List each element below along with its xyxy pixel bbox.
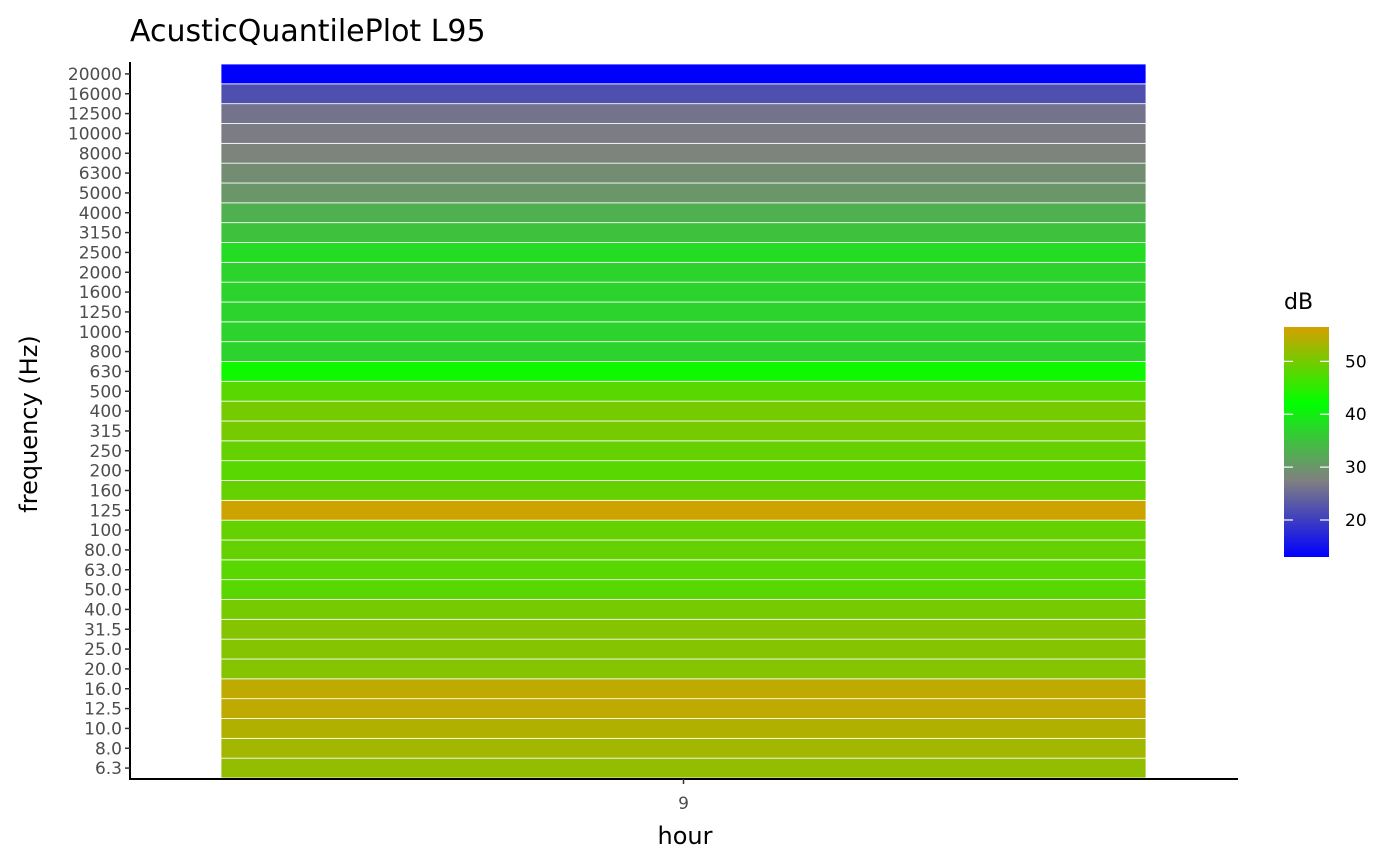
heatmap-tile <box>220 539 1147 561</box>
chart-title: AcusticQuantilePlot L95 <box>130 14 486 49</box>
y-tick-label: 10000 <box>68 124 122 144</box>
y-tick-label: 2000 <box>79 263 122 283</box>
y-tick-label: 4000 <box>79 204 122 224</box>
y-tick-label: 400 <box>90 402 122 422</box>
y-tick-label: 20.0 <box>84 660 122 680</box>
heatmap-tile <box>220 162 1147 184</box>
heatmap-tiles <box>220 63 1147 779</box>
y-tick-label: 630 <box>90 362 122 382</box>
legend-label: 40 <box>1345 405 1367 425</box>
y-tick-label: 25.0 <box>84 640 122 660</box>
heatmap-tile <box>220 480 1147 501</box>
x-axis-title: hour <box>658 822 713 850</box>
x-axis: 9 <box>129 778 1238 814</box>
y-tick-label: 250 <box>90 442 122 462</box>
y-tick-label: 40.0 <box>84 600 122 620</box>
heatmap-tile <box>220 341 1147 362</box>
y-tick-label: 125 <box>90 501 122 521</box>
heatmap-tile <box>220 400 1147 422</box>
heatmap-tile <box>220 123 1147 144</box>
legend-label: 30 <box>1345 458 1367 478</box>
x-tick-label: 9 <box>678 794 689 814</box>
y-tick-label: 16000 <box>68 85 122 105</box>
y-tick-label: 1250 <box>79 303 122 323</box>
heatmap-tile <box>220 460 1147 481</box>
heatmap-tile <box>220 519 1147 541</box>
y-tick-label: 10.0 <box>84 719 122 739</box>
heatmap-tile <box>220 440 1147 462</box>
y-tick-label: 800 <box>90 343 122 363</box>
heatmap-tile <box>220 678 1147 700</box>
heatmap-tile <box>220 599 1147 620</box>
y-tick-label: 315 <box>90 422 122 442</box>
heatmap-tile <box>220 380 1147 402</box>
heatmap-tile <box>220 142 1147 164</box>
y-tick-label: 8000 <box>79 144 122 164</box>
y-tick-label: 160 <box>90 481 122 501</box>
y-tick-label: 20000 <box>68 65 122 85</box>
heatmap-tile <box>220 261 1147 283</box>
y-tick-label: 6300 <box>79 164 122 184</box>
heatmap-tile <box>220 757 1147 779</box>
y-tick-label: 1000 <box>79 323 122 343</box>
legend-colorbar <box>1284 327 1329 557</box>
heatmap-tile <box>220 737 1147 759</box>
heatmap-tile <box>220 182 1147 204</box>
heatmap-tile <box>220 222 1147 243</box>
y-tick-label: 31.5 <box>84 620 122 640</box>
heatmap-tile <box>220 242 1147 263</box>
heatmap-tile <box>220 618 1147 640</box>
y-tick-label: 12500 <box>68 105 122 125</box>
heatmap-tile <box>220 361 1147 382</box>
heatmap-tile <box>220 202 1147 224</box>
y-tick-label: 8.0 <box>95 739 122 759</box>
y-tick-label: 5000 <box>79 184 122 204</box>
heatmap-tile <box>220 103 1147 124</box>
legend-label: 20 <box>1345 511 1367 531</box>
heatmap-tile <box>220 63 1147 85</box>
y-tick-label: 500 <box>90 382 122 402</box>
heatmap-tile <box>220 321 1147 343</box>
heatmap-tile <box>220 658 1147 680</box>
y-tick-label: 100 <box>90 521 122 541</box>
y-tick-label: 16.0 <box>84 680 122 700</box>
y-tick-label: 200 <box>90 462 122 482</box>
y-axis: 6.38.010.012.516.020.025.031.540.050.063… <box>68 62 131 779</box>
y-tick-label: 6.3 <box>95 759 122 779</box>
y-tick-label: 2500 <box>79 243 122 263</box>
heatmap-tile <box>220 579 1147 600</box>
y-tick-label: 12.5 <box>84 700 122 720</box>
legend-label: 50 <box>1345 352 1367 372</box>
heatmap-tile <box>220 718 1147 739</box>
heatmap-tile <box>220 638 1147 660</box>
heatmap-tile <box>220 559 1147 581</box>
heatmap-tile <box>220 499 1147 521</box>
y-tick-label: 1600 <box>79 283 122 303</box>
y-tick-label: 63.0 <box>84 561 122 581</box>
color-legend: dB 20 30 40 50 <box>1284 290 1367 557</box>
heatmap-tile <box>220 301 1147 323</box>
legend-title: dB <box>1284 290 1313 315</box>
heatmap-tile <box>220 281 1147 303</box>
y-tick-label: 80.0 <box>84 541 122 561</box>
y-tick-label: 3150 <box>79 224 122 244</box>
heatmap-tile <box>220 420 1147 442</box>
y-tick-label: 50.0 <box>84 581 122 601</box>
y-axis-title: frequency (Hz) <box>15 335 43 512</box>
heatmap-tile <box>220 83 1147 105</box>
heatmap-tile <box>220 698 1147 719</box>
